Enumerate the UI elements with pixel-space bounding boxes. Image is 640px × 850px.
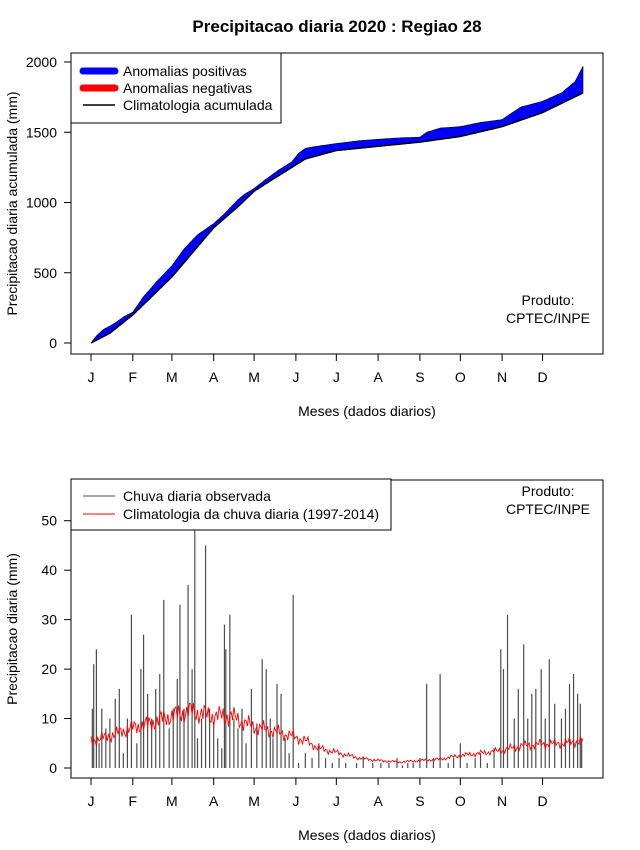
y-tick-label: 1500 bbox=[26, 124, 57, 140]
legend-box bbox=[70, 478, 392, 531]
x-tick-label: A bbox=[373, 793, 383, 809]
x-tick-label: D bbox=[537, 793, 547, 809]
observed-bars bbox=[91, 525, 583, 768]
x-tick-label: F bbox=[129, 369, 138, 385]
y-axis-label: Precipitacao diaria acumulada (mm) bbox=[4, 91, 20, 315]
x-tick-label: S bbox=[415, 369, 424, 385]
credit-cptec: CPTEC/INPE bbox=[506, 310, 590, 326]
legend-negative-label: Anomalias negativas bbox=[123, 80, 252, 96]
credit-cptec: CPTEC/INPE bbox=[506, 501, 590, 517]
x-tick-label: M bbox=[166, 369, 178, 385]
y-tick-label: 1000 bbox=[26, 195, 57, 211]
x-tick-label: J bbox=[292, 369, 299, 385]
climatology-daily-line bbox=[90, 702, 584, 764]
legend-observed-label: Chuva diaria observada bbox=[123, 488, 271, 504]
y-tick-label: 20 bbox=[41, 661, 57, 677]
credit-produto: Produto: bbox=[522, 483, 575, 499]
chart-title: Precipitacao diaria 2020 : Regiao 28 bbox=[192, 17, 481, 36]
y-tick-label: 0 bbox=[49, 335, 57, 351]
legend: Chuva diaria observada Climatologia da ch… bbox=[70, 478, 392, 531]
x-tick-label: A bbox=[373, 369, 383, 385]
y-tick-label: 40 bbox=[41, 562, 57, 578]
legend-climatology-daily-label: Climatologia da chuva diaria (1997-2014) bbox=[123, 506, 379, 522]
x-tick-label: M bbox=[248, 369, 260, 385]
legend-climatology-label: Climatologia acumulada bbox=[123, 97, 273, 113]
x-tick-label: J bbox=[292, 793, 299, 809]
y-tick-label: 0 bbox=[49, 760, 57, 776]
x-tick-label: J bbox=[88, 369, 95, 385]
x-axis-label: Meses (dados diarios) bbox=[298, 827, 436, 843]
x-tick-label: O bbox=[455, 793, 466, 809]
x-tick-label: M bbox=[248, 793, 260, 809]
x-tick-label: A bbox=[209, 369, 219, 385]
x-axis-label: Meses (dados diarios) bbox=[298, 403, 436, 419]
x-tick-label: M bbox=[166, 793, 178, 809]
x-tick-label: O bbox=[455, 369, 466, 385]
cumulative-panel: 0 500 1000 1500 2000 J F M A M J J A S O N D Meses (dados… bbox=[4, 52, 604, 419]
x-tick-label: J bbox=[333, 369, 340, 385]
daily-panel: 0 10 20 30 40 50 J F M A M J J A S O N D Meses (dados diar… bbox=[4, 478, 604, 843]
y-axis-label: Precipitacao diaria (mm) bbox=[4, 553, 20, 705]
y-tick-label: 10 bbox=[41, 711, 57, 727]
x-tick-label: N bbox=[497, 369, 507, 385]
x-tick-label: D bbox=[537, 369, 547, 385]
x-tick-label: J bbox=[88, 793, 95, 809]
y-tick-label: 30 bbox=[41, 612, 57, 628]
x-tick-label: A bbox=[209, 793, 219, 809]
x-tick-label: N bbox=[497, 793, 507, 809]
y-tick-label: 2000 bbox=[26, 54, 57, 70]
x-tick-label: S bbox=[415, 793, 424, 809]
x-tick-label: J bbox=[333, 793, 340, 809]
climatology-line bbox=[90, 92, 584, 344]
y-axis: 0 500 1000 1500 2000 bbox=[26, 54, 71, 351]
x-tick-label: F bbox=[129, 793, 138, 809]
credit-produto: Produto: bbox=[522, 292, 575, 308]
plot-frame bbox=[70, 52, 604, 355]
legend-positive-label: Anomalias positivas bbox=[123, 63, 247, 79]
y-tick-label: 50 bbox=[41, 513, 57, 529]
y-axis: 0 10 20 30 40 50 bbox=[41, 513, 71, 776]
y-tick-label: 500 bbox=[34, 265, 58, 281]
